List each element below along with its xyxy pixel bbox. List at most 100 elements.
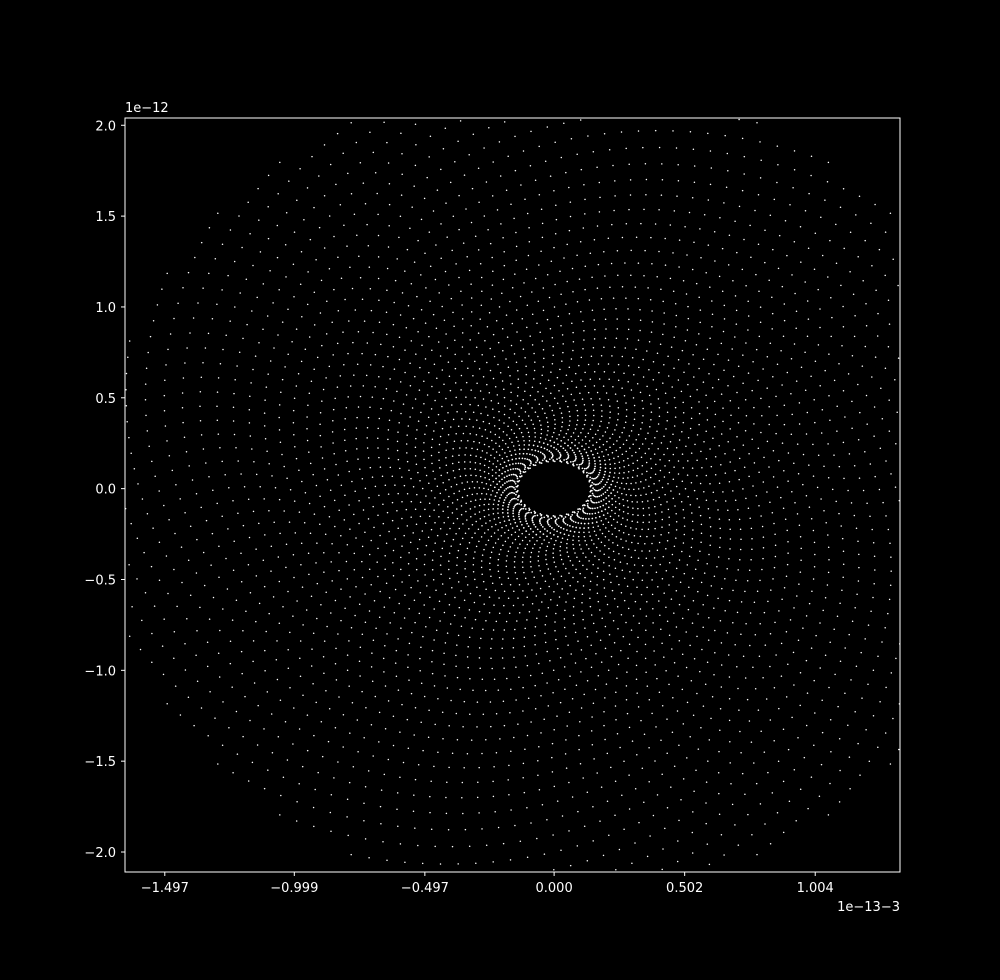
data-point	[179, 714, 182, 716]
data-point	[533, 427, 536, 430]
data-point	[642, 415, 644, 417]
data-point	[897, 357, 900, 359]
data-point	[696, 692, 698, 695]
data-point	[693, 376, 695, 378]
data-point	[156, 304, 159, 306]
data-point	[590, 397, 592, 400]
data-point	[520, 184, 522, 186]
data-point	[490, 647, 492, 650]
data-point	[500, 534, 503, 537]
data-point	[589, 479, 592, 482]
data-point	[497, 529, 499, 531]
data-point	[642, 521, 644, 524]
data-point	[454, 476, 456, 479]
data-point	[511, 527, 514, 529]
data-point	[656, 549, 659, 551]
data-point	[137, 483, 139, 485]
data-point	[339, 203, 342, 206]
data-point	[537, 300, 540, 302]
data-point	[318, 175, 320, 177]
data-point	[452, 418, 455, 421]
data-point	[682, 412, 685, 414]
data-point	[497, 558, 500, 561]
data-point	[218, 576, 220, 578]
data-point	[537, 390, 539, 393]
data-point	[674, 416, 677, 418]
data-point	[574, 552, 576, 554]
data-point	[838, 737, 841, 740]
data-point	[595, 521, 598, 523]
data-point	[645, 178, 648, 181]
data-point	[232, 772, 234, 774]
data-point	[354, 614, 356, 617]
data-point	[338, 696, 340, 698]
data-point	[463, 174, 466, 176]
data-point	[527, 415, 530, 417]
data-point	[592, 409, 595, 411]
data-point	[558, 457, 561, 459]
data-point	[590, 572, 593, 574]
data-point	[586, 474, 589, 477]
data-point	[414, 508, 417, 510]
data-point	[505, 565, 508, 568]
data-point	[371, 396, 374, 398]
data-point	[626, 519, 629, 521]
data-point	[248, 408, 251, 411]
data-point	[812, 475, 815, 477]
data-point	[484, 689, 487, 692]
data-point	[554, 516, 556, 519]
data-point	[681, 653, 684, 655]
data-point	[523, 448, 525, 451]
data-point	[498, 410, 500, 413]
data-point	[555, 612, 557, 615]
data-point	[419, 479, 421, 482]
data-point	[406, 492, 409, 495]
data-point	[766, 355, 769, 358]
data-point	[768, 423, 770, 426]
data-point	[667, 508, 670, 511]
data-point	[620, 538, 622, 540]
data-point	[315, 701, 317, 704]
data-point	[491, 638, 493, 640]
scatter-points	[124, 118, 901, 871]
data-point	[697, 748, 700, 750]
data-point	[720, 463, 722, 466]
data-point	[661, 163, 663, 165]
data-point	[492, 508, 494, 510]
data-point	[541, 803, 544, 806]
data-point	[507, 515, 510, 518]
data-point	[312, 473, 314, 476]
data-point	[162, 673, 165, 676]
data-point	[531, 516, 534, 519]
data-point	[301, 586, 304, 588]
data-point	[580, 649, 583, 651]
data-point	[448, 552, 451, 555]
data-point	[447, 516, 449, 519]
data-point	[887, 346, 890, 348]
data-point	[287, 667, 290, 670]
data-point	[338, 509, 340, 512]
data-point	[640, 428, 642, 430]
data-point	[530, 419, 533, 421]
data-point	[386, 333, 388, 336]
data-point	[415, 353, 417, 355]
data-point	[599, 469, 601, 472]
data-point	[279, 699, 282, 701]
data-point	[661, 179, 664, 181]
data-point	[309, 462, 312, 465]
data-point	[867, 683, 869, 685]
data-point	[369, 131, 371, 133]
data-point	[217, 433, 220, 435]
data-point	[644, 249, 646, 252]
data-point	[646, 572, 648, 574]
data-point	[855, 527, 858, 530]
data-point	[301, 765, 304, 768]
data-point	[516, 525, 518, 528]
data-point	[732, 490, 734, 492]
data-point	[576, 512, 579, 515]
data-point	[501, 380, 504, 382]
data-point	[537, 560, 540, 562]
data-point	[612, 518, 615, 521]
data-point	[356, 448, 358, 450]
data-point	[446, 471, 449, 474]
